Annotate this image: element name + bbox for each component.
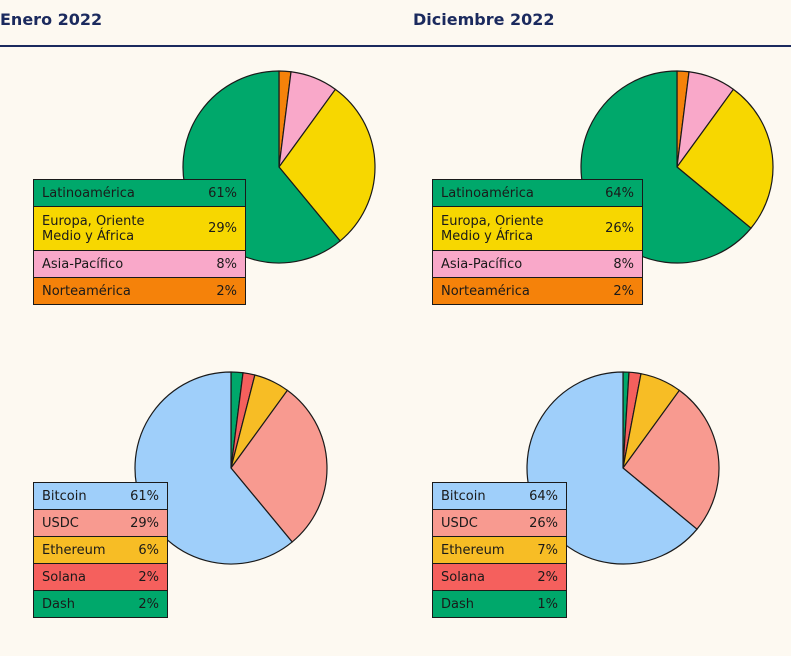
legend-value: 29% [130,515,159,531]
legend-table-3: Bitcoin 61% USDC 29% Ethereum 6% Solana 2% Dash 2… [33,482,168,618]
legend-label: Solana [42,569,86,585]
legend-value: 26% [605,221,634,236]
legend-table-1: Latinoamérica 61% Europa, Oriente Medio y … [33,179,246,305]
legend-label: Dash [42,596,75,612]
legend-label: Asia-Pacífico [441,256,523,272]
legend-row: USDC 26% [433,510,566,537]
legend-value: 2% [537,569,558,585]
legend-value: 29% [208,221,237,236]
pie-slice-usdc [622,389,720,530]
legend-label: Norteamérica [42,283,131,299]
legend-table-4: Bitcoin 64% USDC 26% Ethereum 7% Solana 2% Dash 1… [432,482,567,618]
legend-label: Asia-Pacífico [42,256,124,272]
legend-label: Europa, Oriente Medio y África [42,213,145,244]
legend-row: Ethereum 7% [433,537,566,564]
legend-row: Norteamérica 2% [433,278,642,305]
legend-value: 7% [537,542,558,558]
pie-slice-europa-oriente-medio-y-frica [278,88,376,242]
legend-row: USDC 29% [34,510,167,537]
legend-value: 26% [529,515,558,531]
legend-label: Ethereum [441,542,505,558]
header-divider [0,45,791,47]
legend-row: Ethereum 6% [34,537,167,564]
legend-value: 8% [613,256,634,272]
legend-value: 2% [613,283,634,299]
legend-row: Europa, Oriente Medio y África 26% [433,207,642,251]
legend-row: Latinoamérica 64% [433,180,642,207]
legend-row: Bitcoin 61% [34,483,167,510]
pie-chart-3 [134,371,328,565]
legend-label: Bitcoin [441,488,486,504]
legend-value: 61% [130,488,159,504]
legend-label: Ethereum [42,542,106,558]
legend-row: Europa, Oriente Medio y África 29% [34,207,245,251]
legend-row: Latinoamérica 61% [34,180,245,207]
legend-value: 64% [529,488,558,504]
legend-row: Solana 2% [433,564,566,591]
legend-row: Norteamérica 2% [34,278,245,305]
legend-label: Norteamérica [441,283,530,299]
legend-label: USDC [441,515,478,531]
legend-value: 64% [605,185,634,201]
pie-slice-europa-oriente-medio-y-frica [676,88,774,229]
legend-row: Bitcoin 64% [433,483,566,510]
header-left: Enero 2022 [0,10,103,29]
legend-value: 2% [138,596,159,612]
legend-table-2: Latinoamérica 64% Europa, Oriente Medio y … [432,179,643,305]
pie-chart-4 [526,371,720,565]
legend-label: Latinoamérica [441,185,534,201]
legend-row: Asia-Pacífico 8% [433,251,642,278]
pie-slice-usdc [230,389,328,543]
legend-value: 1% [537,596,558,612]
legend-label: Latinoamérica [42,185,135,201]
legend-value: 61% [208,185,237,201]
legend-label: USDC [42,515,79,531]
legend-row: Solana 2% [34,564,167,591]
legend-label: Europa, Oriente Medio y África [441,213,544,244]
legend-value: 2% [216,283,237,299]
legend-label: Solana [441,569,485,585]
legend-row: Dash 1% [433,591,566,618]
legend-row: Asia-Pacífico 8% [34,251,245,278]
legend-value: 2% [138,569,159,585]
legend-row: Dash 2% [34,591,167,618]
legend-label: Dash [441,596,474,612]
legend-value: 6% [138,542,159,558]
header-right: Diciembre 2022 [413,10,555,29]
legend-value: 8% [216,256,237,272]
legend-label: Bitcoin [42,488,87,504]
